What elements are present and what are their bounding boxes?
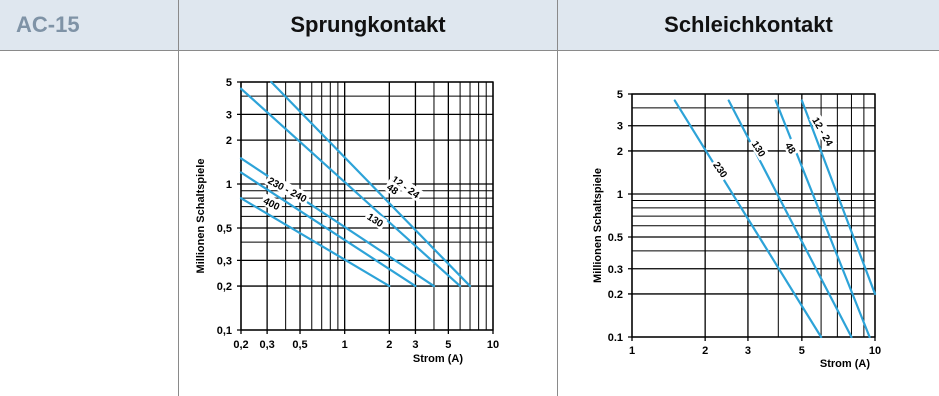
plot-frame bbox=[240, 81, 494, 331]
x-axis-label: Strom (A) bbox=[413, 353, 463, 365]
series-line bbox=[239, 87, 462, 288]
y-tick-label: 2 bbox=[226, 135, 232, 147]
y-tick-label: 0.2 bbox=[608, 289, 623, 301]
series-line bbox=[270, 80, 472, 288]
series-line bbox=[239, 171, 417, 288]
x-tick-label: 0,3 bbox=[259, 339, 274, 351]
y-tick-label: 0.3 bbox=[608, 264, 623, 276]
series-label-bg bbox=[388, 171, 424, 202]
series-label-bg bbox=[709, 157, 732, 182]
column-header-sprungkontakt: Sprungkontakt bbox=[179, 0, 557, 50]
y-tick-label: 0,3 bbox=[217, 255, 232, 267]
x-tick-label: 5 bbox=[799, 345, 805, 357]
series-label-bg bbox=[383, 179, 403, 198]
column-header-schleichkontakt: Schleichkontakt bbox=[558, 0, 939, 50]
series-line bbox=[239, 197, 391, 288]
y-tick-label: 3 bbox=[226, 109, 232, 121]
series-label: 48 bbox=[782, 141, 797, 157]
series-line bbox=[800, 99, 877, 296]
x-tick-label: 2 bbox=[386, 339, 392, 351]
x-tick-label: 3 bbox=[412, 339, 418, 351]
header-divider bbox=[0, 50, 939, 51]
x-tick-label: 0,2 bbox=[233, 339, 248, 351]
grid bbox=[628, 93, 876, 341]
x-tick-label: 10 bbox=[487, 339, 499, 351]
y-tick-label: 0,2 bbox=[217, 281, 232, 293]
y-tick-label: 3 bbox=[617, 121, 623, 133]
series-label-bg bbox=[260, 193, 284, 214]
y-tick-label: 0.5 bbox=[608, 232, 623, 244]
y-axis-label: Millionen Schaltspiele bbox=[592, 168, 604, 283]
series-label-bg bbox=[809, 113, 838, 150]
y-tick-label: 1 bbox=[226, 179, 232, 191]
x-tick-label: 2 bbox=[702, 345, 708, 357]
series-label-bg bbox=[264, 173, 311, 206]
y-tick-label: 0.1 bbox=[608, 332, 623, 344]
x-tick-label: 3 bbox=[745, 345, 751, 357]
x-tick-label: 5 bbox=[445, 339, 451, 351]
column-divider bbox=[178, 0, 179, 396]
x-tick-label: 10 bbox=[869, 345, 881, 357]
series-label-bg bbox=[363, 209, 388, 231]
y-tick-label: 0,5 bbox=[217, 223, 232, 235]
category-label: AC-15 bbox=[0, 0, 178, 50]
series-line bbox=[673, 99, 823, 339]
series-line bbox=[727, 99, 853, 339]
x-tick-label: 0,5 bbox=[292, 339, 307, 351]
y-axis-label: Millionen Schaltspiele bbox=[195, 159, 207, 274]
x-tick-label: 1 bbox=[342, 339, 348, 351]
plot-frame bbox=[631, 93, 876, 338]
y-tick-label: 0,1 bbox=[217, 325, 232, 337]
y-tick-label: 1 bbox=[617, 189, 623, 201]
x-tick-label: 1 bbox=[629, 345, 635, 357]
series-label-bg bbox=[781, 138, 800, 158]
series-label-bg bbox=[748, 136, 770, 161]
y-tick-label: 5 bbox=[226, 77, 232, 89]
column-divider bbox=[557, 0, 558, 396]
y-tick-label: 2 bbox=[617, 146, 623, 158]
x-axis-label: Strom (A) bbox=[820, 358, 870, 370]
y-tick-label: 5 bbox=[617, 89, 623, 101]
